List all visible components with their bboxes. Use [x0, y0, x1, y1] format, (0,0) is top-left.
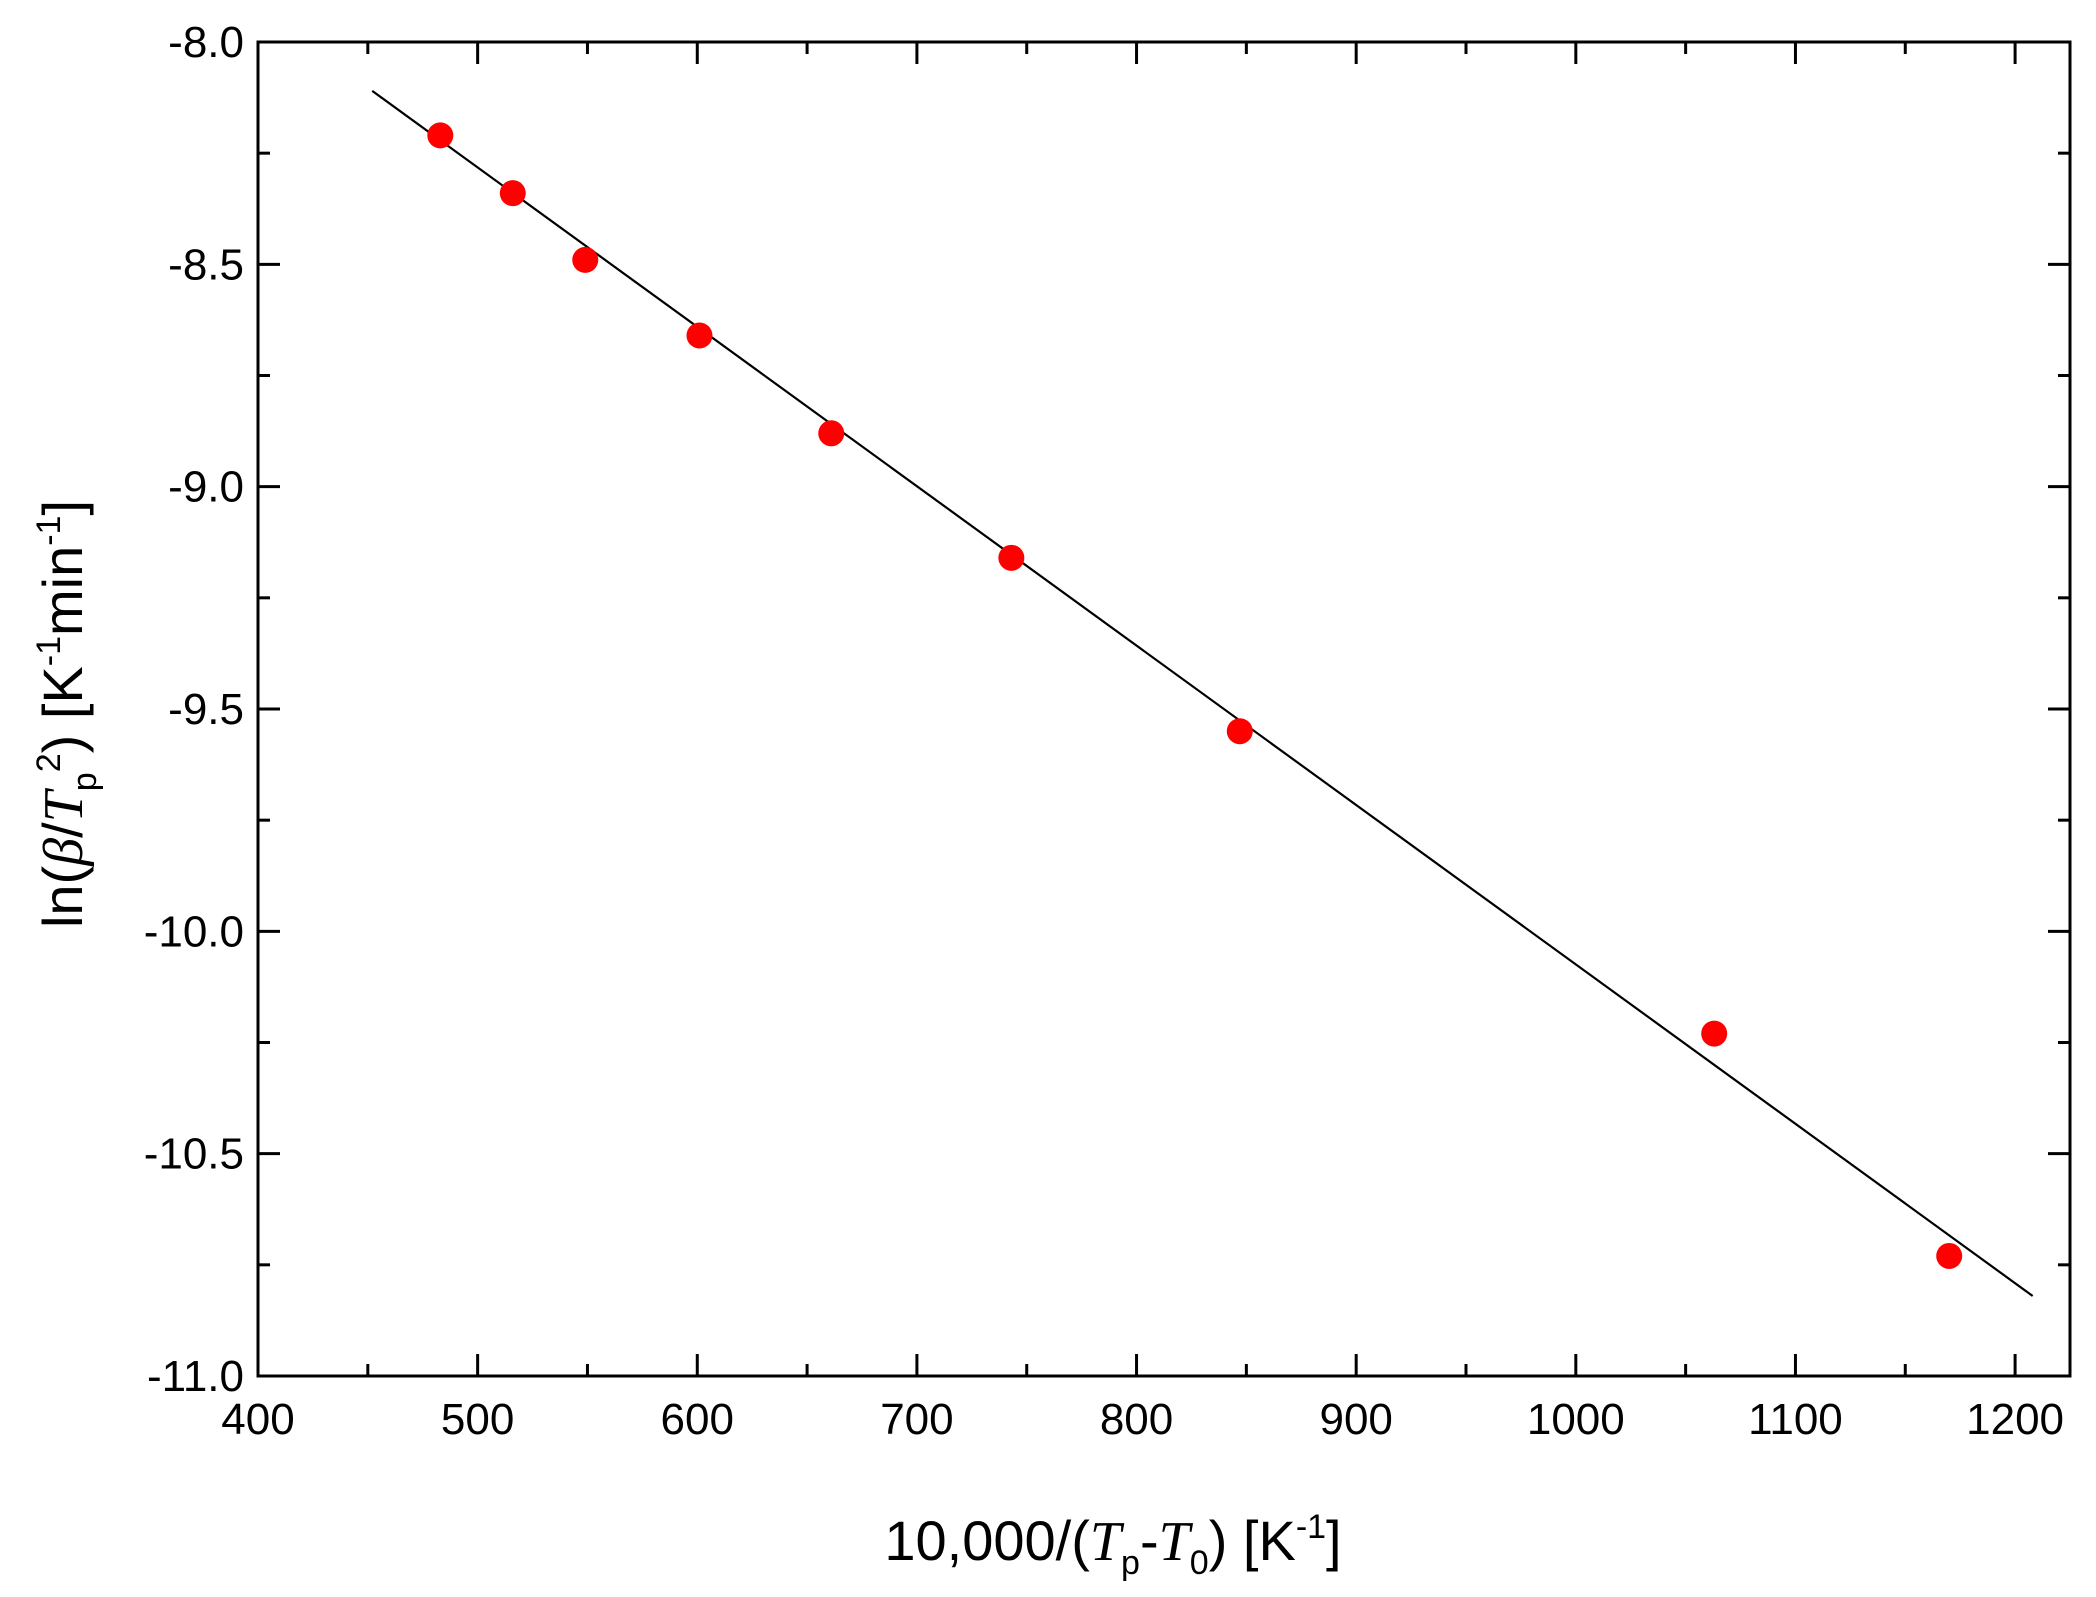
y-tick-label: -10.0: [144, 907, 244, 956]
fit-line: [371, 90, 2034, 1297]
x-tick-label: 1000: [1527, 1395, 1625, 1444]
data-point: [427, 122, 454, 149]
tick-marks: [256, 40, 2070, 1378]
x-tick-label: 700: [880, 1395, 953, 1444]
x-tick-label: 400: [221, 1395, 294, 1444]
x-tick-label: 1200: [1966, 1395, 2064, 1444]
y-tick-label: -9.5: [168, 685, 244, 734]
data-point: [998, 544, 1025, 571]
y-axis-title: ln(β/Tp2) [K-1min-1]: [30, 500, 104, 928]
data-point: [818, 420, 845, 447]
y-tick-label: -11.0: [147, 1352, 244, 1401]
plot-frame: [256, 40, 2072, 1378]
y-tick-label: -9.0: [168, 463, 244, 512]
data-point: [1226, 718, 1253, 745]
x-tick-label: 800: [1100, 1395, 1173, 1444]
x-axis-title: 10,000/(Tp-T0) [K-1]: [884, 1508, 1341, 1582]
data-point: [1701, 1020, 1728, 1047]
x-tick-label: 1100: [1748, 1395, 1843, 1444]
data-point: [499, 180, 526, 207]
data-point: [572, 246, 599, 273]
data-points: [427, 122, 1963, 1269]
data-point: [686, 322, 713, 349]
y-tick-label: -8.5: [168, 240, 244, 289]
x-tick-label: 500: [441, 1395, 514, 1444]
y-tick-label: -8.0: [168, 18, 244, 67]
data-point: [1936, 1242, 1963, 1269]
tick-labels: 400 500 600 700 800 900 1000 1100 1200 -8.0 -8.5 -9…: [144, 18, 2064, 1444]
x-tick-label: 900: [1319, 1395, 1392, 1444]
y-tick-label: -10.5: [144, 1130, 244, 1179]
x-tick-label: 600: [661, 1395, 734, 1444]
